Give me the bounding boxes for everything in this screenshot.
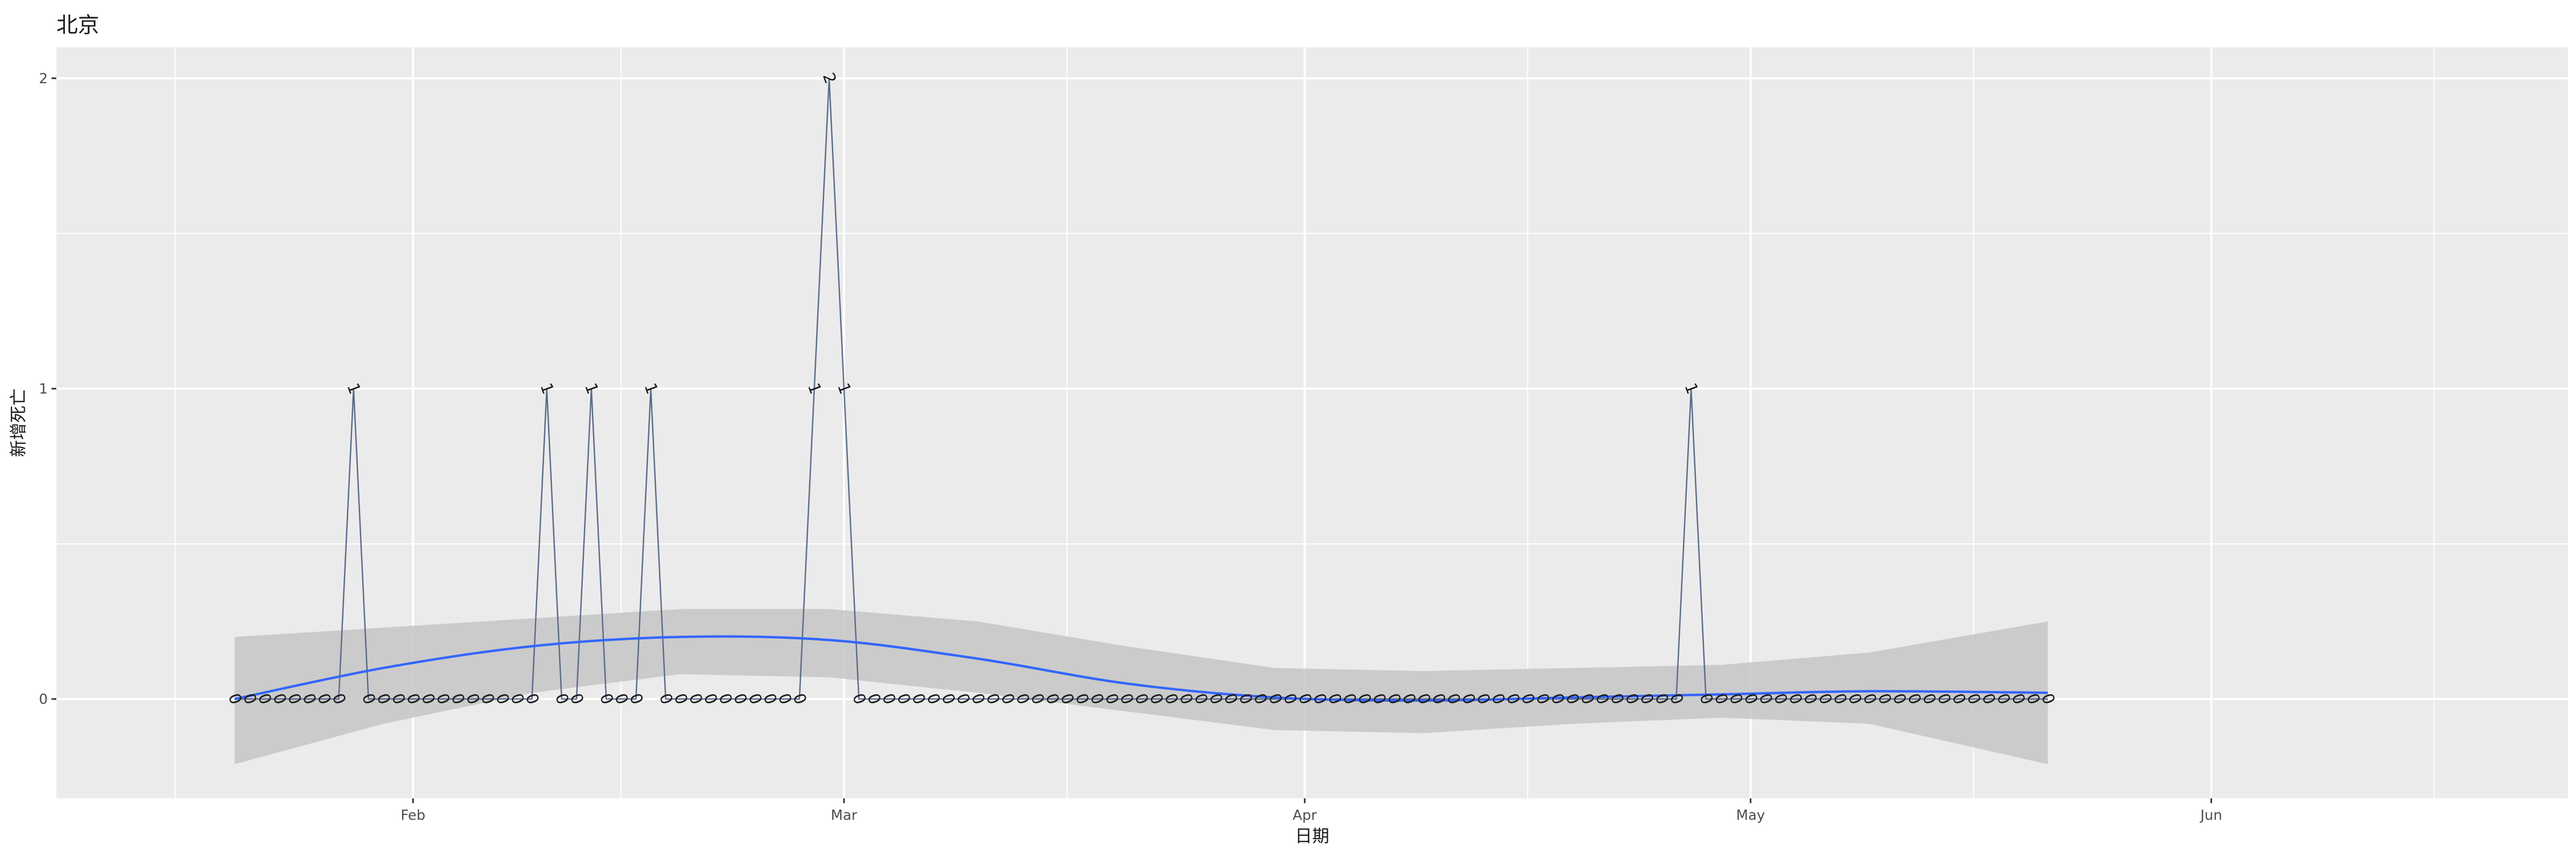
daily-deaths-line xyxy=(235,78,2048,700)
x-tick-label: Feb xyxy=(401,807,426,824)
y-tick-label: 1 xyxy=(39,381,48,397)
x-tick-label: May xyxy=(1736,807,1765,824)
smooth-line-layer xyxy=(234,635,2048,702)
y-axis-title: 新增死亡 xyxy=(8,388,28,457)
x-tick-label: Jun xyxy=(2199,807,2222,824)
x-tick-label: Apr xyxy=(1293,807,1317,824)
y-tick-label: 2 xyxy=(39,71,48,87)
x-axis-title: 日期 xyxy=(1295,826,1329,846)
point-label-layer: 0000000010000000000001001000100000000001… xyxy=(224,70,2059,707)
confidence-ribbon xyxy=(235,609,2048,765)
x-tick-label: Mar xyxy=(831,807,857,824)
y-tick-label: 0 xyxy=(39,691,48,708)
axis-layer: Feb Mar Apr May Jun 0 1 2 xyxy=(39,71,2222,824)
confidence-ribbon-layer xyxy=(235,609,2048,765)
series-line-layer xyxy=(235,78,2048,700)
chart-title: 北京 xyxy=(56,13,99,38)
smooth-trend-line xyxy=(234,635,2048,702)
